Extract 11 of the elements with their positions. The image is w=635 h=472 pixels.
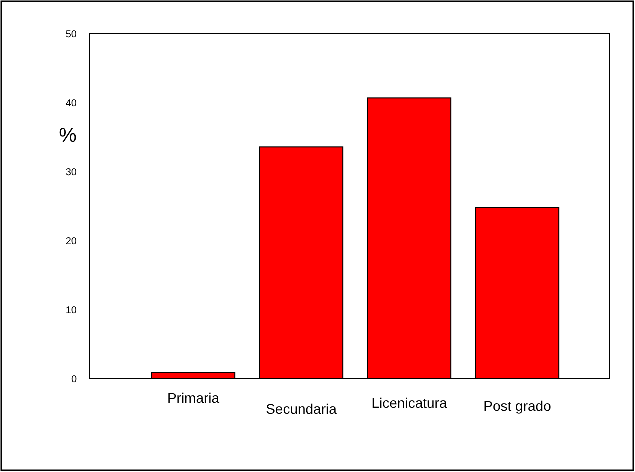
y-tick-label: 0: [71, 374, 78, 386]
x-tick-label: Post grado: [484, 398, 552, 414]
y-tick-label: 30: [66, 168, 78, 178]
x-tick-label: Secundaria: [266, 401, 338, 417]
y-tick-label: 20: [66, 236, 78, 248]
x-tick-label: Licenicatura: [372, 395, 448, 411]
y-tick-label: 10: [66, 306, 78, 316]
y-axis-title: %: [59, 125, 78, 147]
y-tick-label: 50: [66, 30, 78, 40]
x-tick-label: Primaria: [167, 390, 220, 406]
y-tick-label: 40: [66, 98, 78, 110]
